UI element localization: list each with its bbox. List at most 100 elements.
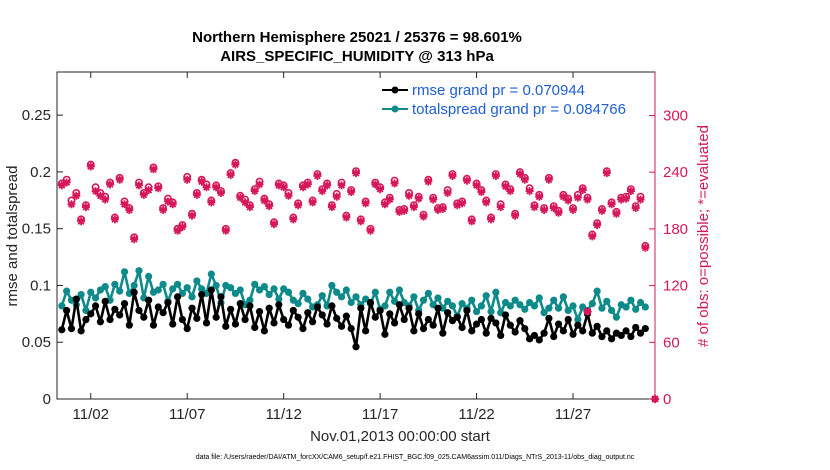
obs-evaluated-marker (159, 206, 168, 214)
totalspread-marker (482, 292, 490, 300)
obs-evaluated-marker (226, 171, 235, 179)
totalspread-marker (145, 272, 153, 280)
rmse-marker (58, 326, 66, 334)
rmse-marker (270, 319, 278, 327)
rmse-marker (415, 310, 423, 318)
obs-evaluated-marker (168, 200, 177, 209)
rmse-marker (227, 305, 235, 313)
right-tick-label: 240 (663, 164, 688, 181)
obs-evaluated-marker (337, 181, 346, 190)
obs-evaluated-marker (385, 195, 394, 204)
rmse-marker (116, 311, 124, 319)
obs-evaluated-marker (62, 178, 71, 187)
obs-evaluated-marker (496, 203, 505, 212)
rmse-marker (371, 313, 379, 321)
totalspread-marker (545, 304, 553, 312)
rmse-marker (120, 300, 129, 308)
obs-evaluated-marker (125, 206, 134, 214)
obs-evaluated-marker (332, 192, 341, 201)
rmse-marker (275, 301, 283, 309)
rmse-marker (222, 322, 230, 330)
totalspread-marker (275, 295, 283, 303)
totalspread-marker (386, 288, 394, 296)
totalspread-marker (371, 288, 379, 296)
totalspread-marker (458, 300, 466, 308)
obs-evaluated-marker (535, 192, 544, 201)
obs-evaluated-marker (390, 179, 399, 188)
obs-evaluated-marker (130, 235, 139, 244)
obs-evaluated-marker (429, 195, 438, 204)
rmse-marker (299, 325, 307, 333)
rmse-marker (231, 320, 240, 328)
rmse-marker (554, 320, 563, 328)
obs-evaluated-marker (115, 175, 124, 184)
rmse-marker (482, 329, 490, 337)
rmse-marker (91, 302, 100, 310)
rmse-marker (241, 315, 249, 324)
rmse-marker (96, 318, 105, 326)
obs-evaluated-marker (135, 181, 143, 190)
obs-evaluated-marker (448, 172, 457, 180)
rmse-marker (501, 311, 510, 319)
obs-evaluated-marker (366, 226, 375, 235)
totalspread-marker (294, 300, 302, 308)
obs-evaluated-marker (250, 187, 259, 196)
obs-evaluated-marker (467, 217, 476, 226)
totalspread-marker (260, 282, 268, 291)
rmse-marker (545, 314, 553, 322)
rmse-marker (632, 323, 640, 332)
legend-marker-rmse (391, 86, 399, 94)
obs-evaluated-marker (188, 211, 196, 220)
obs-evaluated-marker (342, 213, 351, 222)
rmse-marker (125, 321, 133, 329)
totalspread-marker (135, 267, 143, 275)
rmse-marker (318, 311, 326, 319)
totalspread-marker (506, 302, 514, 310)
obs-evaluated-marker (81, 203, 90, 212)
plot-area: 11/02 11/07 11/12 11/17 11/22 11/27 0 0.05 0.1 0.… (22, 71, 688, 423)
totalspread-marker (636, 298, 645, 307)
obs-evaluated-marker (86, 162, 95, 171)
rmse-marker (540, 329, 548, 337)
obs-evaluated-marker (400, 206, 409, 215)
totalspread-marker (304, 295, 312, 303)
rmse-marker (111, 305, 119, 313)
y-tick-label: 0.1 (30, 277, 51, 294)
obs-evaluated-marker (578, 186, 587, 195)
rmse-marker (511, 328, 519, 336)
rmse-marker (405, 304, 413, 312)
totalspread-marker (265, 290, 273, 299)
rmse-marker (67, 325, 76, 333)
obs-evaluated-marker (347, 188, 356, 196)
obs-evaluated-marker (477, 188, 486, 196)
totalspread-marker (193, 277, 201, 285)
legend-marker-totalspread (391, 105, 399, 113)
obs-evaluated-marker (544, 175, 553, 184)
obs-evaluated-marker (472, 181, 481, 190)
rmse-marker (588, 329, 596, 337)
rmse-marker (280, 315, 288, 324)
totalspread-marker (511, 296, 519, 304)
rmse-marker (149, 321, 158, 329)
rmse-marker (251, 323, 259, 332)
obs-evaluated-marker (178, 223, 187, 231)
axis-ticks: 11/02 11/07 11/12 11/17 11/22 11/27 0 0.05 0.1 0.… (22, 72, 688, 423)
totalspread-marker (559, 293, 567, 301)
obs-evaluated-marker (617, 195, 626, 204)
obs-evaluated-marker (434, 206, 442, 214)
obs-evaluated-marker (274, 181, 283, 190)
totalspread-marker (299, 289, 307, 298)
rmse-marker (342, 312, 350, 320)
obs-evaluated-marker (564, 196, 573, 205)
totalspread-marker (318, 292, 326, 300)
rmse-marker (497, 331, 505, 340)
rmse-marker (530, 331, 539, 340)
totalspread-marker (101, 282, 109, 291)
totalspread-marker (521, 305, 529, 313)
rmse-marker (627, 332, 635, 341)
totalspread-marker (120, 268, 129, 276)
totalspread-marker (87, 288, 95, 296)
rmse-marker (444, 309, 452, 317)
legend: rmse grand pr = 0.070944 totalspread gra… (382, 82, 626, 118)
obs-evaluated-marker (91, 187, 100, 196)
